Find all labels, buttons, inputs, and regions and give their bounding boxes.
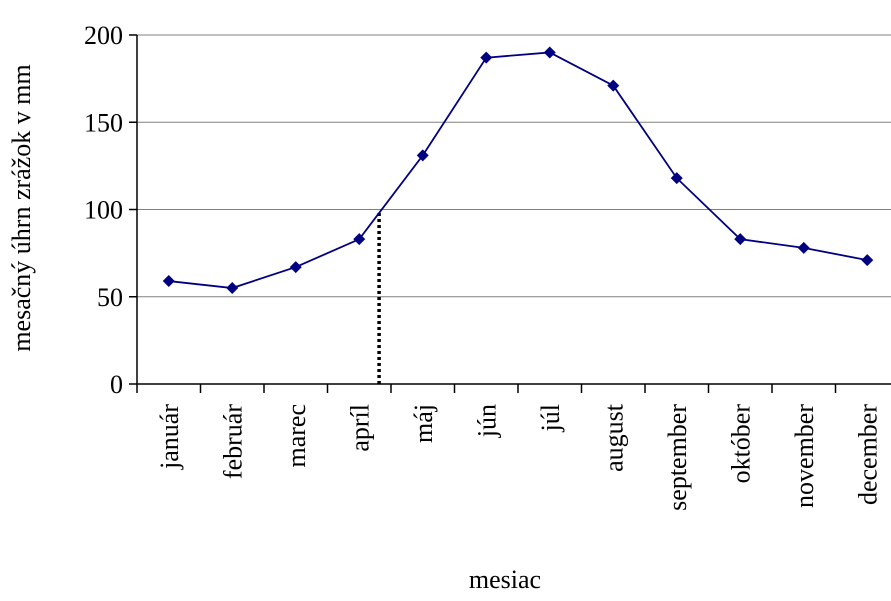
y-tick-label: 0 <box>110 370 123 399</box>
x-tick-label: október <box>726 404 755 484</box>
data-point-marker <box>734 233 747 246</box>
data-point-marker <box>797 241 810 254</box>
data-point-marker <box>226 282 239 295</box>
y-tick-label: 200 <box>84 21 123 50</box>
y-tick-label: 100 <box>84 196 123 225</box>
grid-lines <box>137 34 891 298</box>
data-point-marker <box>607 79 620 92</box>
axes <box>129 34 891 393</box>
data-point-marker <box>861 254 874 267</box>
series-layer <box>162 46 874 295</box>
y-tick-label: 50 <box>97 283 123 312</box>
x-tick-label: máj <box>409 404 438 443</box>
data-point-marker <box>480 51 493 64</box>
x-tick-label: február <box>218 404 247 479</box>
data-point-marker <box>289 261 302 274</box>
data-point-marker <box>353 233 366 246</box>
x-tick-label: jún <box>472 404 501 438</box>
x-tick-label: september <box>663 404 692 511</box>
x-tick-labels: január február marec apríl máj jún júl august se… <box>155 403 883 511</box>
y-tick-label: 150 <box>84 108 123 137</box>
series-line <box>168 51 868 289</box>
data-point-marker <box>543 46 556 59</box>
x-tick-label: august <box>599 403 628 472</box>
x-tick-label: november <box>790 404 819 508</box>
x-tick-label: december <box>853 404 882 505</box>
x-tick-label: január <box>155 404 184 470</box>
y-axis-title: mesačný úhrn zrážok v mm <box>7 64 36 351</box>
x-tick-label: júl <box>536 404 565 432</box>
data-point-marker <box>162 275 175 288</box>
x-axis-title: mesiac <box>469 565 541 594</box>
x-tick-label: apríl <box>345 404 374 452</box>
data-point-marker <box>670 172 683 185</box>
data-point-marker <box>416 149 429 162</box>
y-tick-labels: 0 50 100 150 200 <box>84 21 123 399</box>
x-tick-label: marec <box>282 404 311 468</box>
